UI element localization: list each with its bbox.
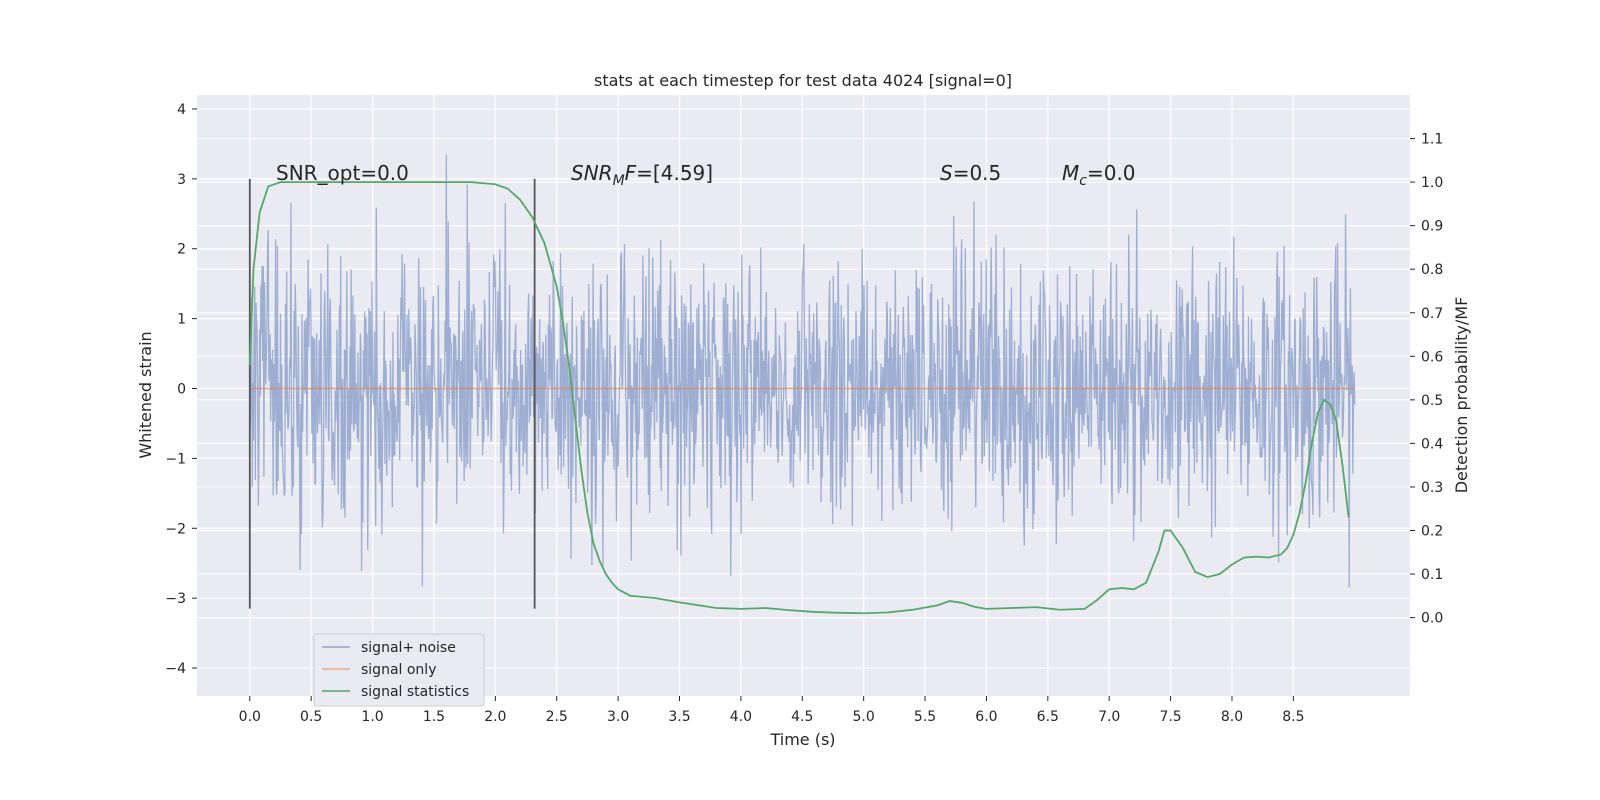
x-tick-label: 3.0 (607, 709, 629, 725)
y-tick-label: 0 (177, 382, 186, 398)
y2-tick-label: 1.0 (1421, 175, 1443, 191)
x-tick-label: 2.0 (484, 709, 506, 725)
y2-tick-label: 0.9 (1421, 219, 1443, 235)
x-tick-label: 8.0 (1221, 709, 1243, 725)
x-axis-label: Time (s) (769, 730, 835, 749)
y-tick-label: −2 (165, 521, 186, 537)
x-tick-label: 1.0 (361, 709, 383, 725)
y-tick-label: −4 (165, 661, 186, 677)
x-tick-label: 0.0 (239, 709, 261, 725)
y2-tick-label: 0.2 (1421, 524, 1443, 540)
legend: signal+ noise signal only signal statist… (313, 633, 485, 707)
x-tick-label: 5.5 (914, 709, 936, 725)
signal-plus-noise-line (249, 154, 1356, 588)
signal-statistics-line (248, 181, 1350, 615)
annotation-snr-mf: SNRMF=[4.59] (571, 161, 713, 189)
x-tick-label: 3.5 (668, 709, 690, 725)
legend-label-stats: signal statistics (361, 684, 469, 700)
y-tick-label: 4 (177, 102, 186, 118)
y-tick-label: 3 (177, 172, 186, 188)
y-tick-label: 1 (177, 312, 186, 328)
x-tick-label: 6.5 (1037, 709, 1059, 725)
x-tick-label: 7.5 (1159, 709, 1181, 725)
legend-box (313, 633, 485, 707)
x-tick-label: 8.5 (1282, 709, 1304, 725)
y-tick-label: −1 (165, 451, 186, 467)
y-axis-label: Whitened strain (136, 331, 155, 458)
x-tick-label: 5.0 (853, 709, 875, 725)
x-tick-label: 4.5 (791, 709, 813, 725)
y-tick-label: −3 (165, 591, 186, 607)
vertical-markers (248, 178, 536, 609)
x-tick-label: 0.5 (300, 709, 322, 725)
y2-tick-label: 0.7 (1421, 306, 1443, 322)
axis-ticks: 0.0 0.5 1.0 1.5 2.0 2.5 3.0 3.5 4.0 4.5 5.0 5.5 6.0 6… (165, 102, 1443, 725)
x-tick-label: 4.0 (730, 709, 752, 725)
y2-tick-label: 0.4 (1421, 436, 1443, 452)
y2-tick-label: 0.8 (1421, 262, 1443, 278)
legend-label-noise: signal+ noise (361, 640, 456, 656)
y2-tick-label: 1.1 (1421, 132, 1443, 148)
legend-label-signal: signal only (361, 662, 436, 678)
x-tick-label: 7.0 (1098, 709, 1120, 725)
annotation-s: S=0.5 (940, 161, 1001, 185)
signal-statistics-series (248, 181, 1350, 615)
x-tick-label: 1.5 (423, 709, 445, 725)
y-tick-label: 2 (177, 242, 186, 258)
y2-tick-label: 0.0 (1421, 611, 1443, 627)
chart-title: stats at each timestep for test data 402… (594, 71, 1012, 90)
y2-tick-label: 0.6 (1421, 349, 1443, 365)
y2-axis-label: Detection probability/MF (1452, 297, 1471, 494)
y2-tick-label: 0.1 (1421, 567, 1443, 583)
annotations: SNR_opt=0.0 SNRMF=[4.59] S=0.5 Mc=0.0 (276, 161, 1136, 189)
x-tick-label: 2.5 (546, 709, 568, 725)
annotation-snr-opt: SNR_opt=0.0 (276, 161, 409, 185)
y2-tick-label: 0.5 (1421, 393, 1443, 409)
signal-plus-noise-series (249, 154, 1356, 588)
annotation-mc: Mc=0.0 (1062, 161, 1136, 189)
x-tick-label: 6.0 (975, 709, 997, 725)
y2-tick-label: 0.3 (1421, 480, 1443, 496)
